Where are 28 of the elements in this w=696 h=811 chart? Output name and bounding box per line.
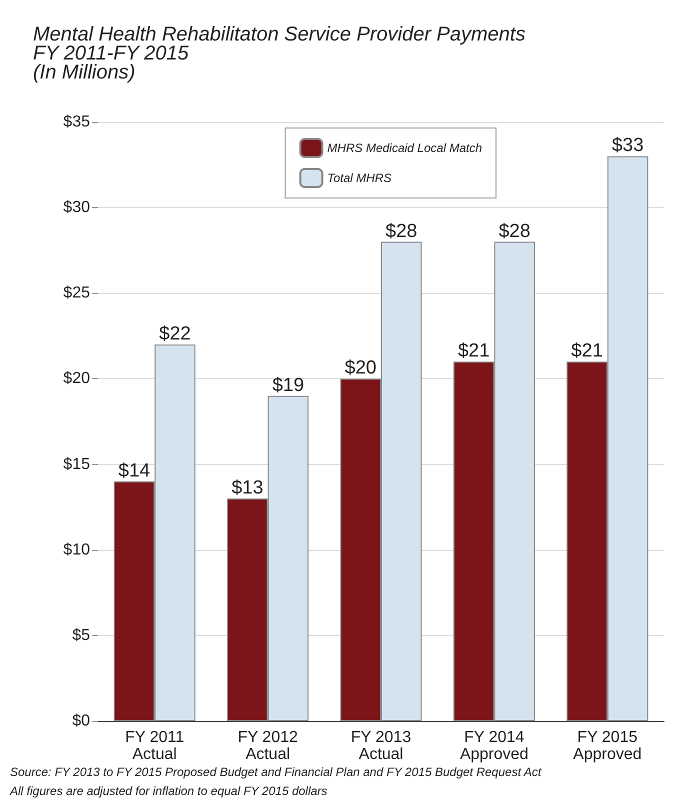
x-tick-label: FY 2011 Actual bbox=[125, 729, 184, 763]
data-label: $28 bbox=[386, 220, 418, 242]
y-tick-label: $35 bbox=[63, 114, 90, 130]
legend-label: Total MHRS bbox=[327, 171, 392, 185]
text: All figures are adjusted for inflation to equal FY 2015 dollars bbox=[9, 784, 328, 798]
x-tick-label: FY 2013 Actual bbox=[350, 729, 412, 763]
data-label: $22 bbox=[159, 323, 191, 344]
data-label: $21 bbox=[458, 340, 490, 362]
y-tick-label: $15 bbox=[63, 456, 90, 473]
x-tick-label: FY 2012 Actual bbox=[238, 729, 298, 763]
y-tick-label: $10 bbox=[63, 541, 90, 558]
y-tick-label: $0 bbox=[72, 712, 90, 730]
y-tick-label: $25 bbox=[63, 284, 90, 302]
source-note: Source: FY 2013 to FY 2015 Proposed Budget and Financial Plan and FY 2015 Budget Request Act bbox=[10, 765, 542, 779]
legend-label: MHRS Medicaid Local Match bbox=[327, 141, 482, 155]
y-tick-label: $30 bbox=[63, 199, 90, 216]
y-tick-label: $5 bbox=[72, 626, 90, 644]
data-label: $33 bbox=[612, 135, 644, 156]
x-tick-label: FY 2014 Approved bbox=[460, 729, 528, 763]
data-label: $20 bbox=[344, 358, 376, 379]
data-label: $13 bbox=[232, 478, 264, 499]
data-label: $28 bbox=[498, 220, 530, 242]
x-tick-label: FY 2015 Approved bbox=[573, 729, 642, 763]
data-label: $19 bbox=[272, 374, 304, 396]
chart-title: Mental Health Rehabilitaton Service Provider Payments FY 2011-FY 2015 (In Millions) bbox=[33, 24, 526, 84]
y-tick-label: $20 bbox=[63, 370, 90, 388]
data-label: $14 bbox=[118, 460, 151, 482]
data-label: $21 bbox=[571, 340, 603, 362]
